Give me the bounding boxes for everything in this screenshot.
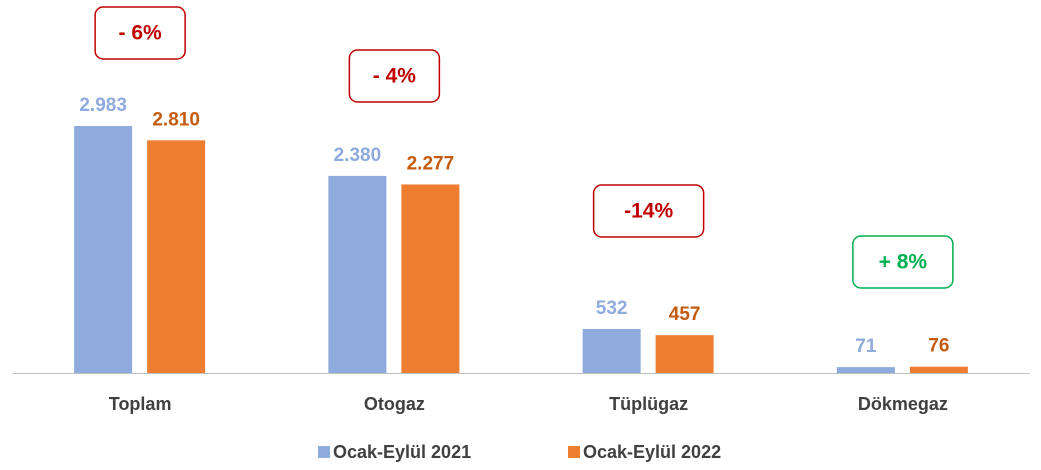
bar xyxy=(147,140,206,373)
x-tick-label: Dökmegaz xyxy=(858,394,948,414)
data-label: 457 xyxy=(669,304,701,325)
annotation-box xyxy=(348,49,441,103)
annotation: - 6% xyxy=(119,22,163,45)
legend-swatch xyxy=(318,446,330,458)
data-label: 76 xyxy=(928,336,949,357)
annotation-box xyxy=(94,6,186,60)
x-tick-label: Otogaz xyxy=(364,394,425,414)
bar xyxy=(401,184,460,373)
annotation: - 4% xyxy=(373,65,417,88)
data-label: 71 xyxy=(855,336,877,357)
bar xyxy=(582,328,641,373)
annotation-box xyxy=(592,184,705,238)
bar xyxy=(836,367,895,373)
data-label: 532 xyxy=(596,298,628,319)
legend-swatch xyxy=(568,446,580,458)
annotation: + 8% xyxy=(879,251,928,274)
data-label: 2.380 xyxy=(334,145,382,166)
data-label: 2.810 xyxy=(152,109,200,130)
data-label: 2.277 xyxy=(407,153,455,174)
legend-label: Ocak-Eylül 2022 xyxy=(583,442,721,462)
annotation: -14% xyxy=(624,200,673,223)
bar xyxy=(909,366,968,373)
data-label: 2.983 xyxy=(79,95,127,116)
bar xyxy=(328,175,387,373)
x-tick-label: Tüplügaz xyxy=(609,394,688,414)
bar xyxy=(74,126,133,373)
annotation-box xyxy=(852,235,954,289)
x-tick-label: Toplam xyxy=(109,394,172,414)
legend-label: Ocak-Eylül 2021 xyxy=(333,442,471,462)
bar xyxy=(655,335,714,373)
